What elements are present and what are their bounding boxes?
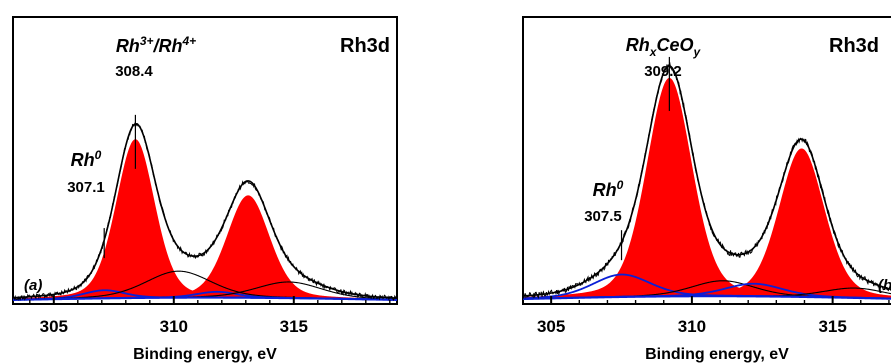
panel-a-ann-rh34-value: 308.4 — [115, 63, 153, 80]
panel-a-x-ticks: 305 310 315 — [29, 296, 391, 336]
panel-a-label: (a) — [24, 277, 42, 294]
panel-a: Rh3d (a) 305 310 315 Binding energy, eV Rh… — [12, 16, 398, 363]
panel-b-x-label: Binding energy, eV — [645, 346, 789, 363]
panel-b-label: (b — [878, 277, 891, 294]
x-tick-label: 310 — [160, 317, 188, 336]
experimental-spectrum — [12, 122, 398, 302]
panel-a-ann-rh34: Rh3+/Rh4+ — [116, 34, 196, 56]
background-line — [522, 295, 891, 301]
panel-a-title: Rh3d — [340, 35, 390, 57]
panel-b-ann-rh0: Rh0 — [593, 178, 624, 200]
filled-component-2 — [523, 148, 891, 299]
filled-component-1 — [523, 77, 891, 299]
panel-b: Rh3d (b 305 310 315 Binding energy, eV Rh0… — [522, 16, 891, 363]
x-tick-label: 315 — [818, 317, 846, 336]
filled-component-1 — [13, 139, 397, 300]
panel-b-ann-rhxceoy: RhxCeOy — [626, 35, 702, 59]
panel-b-plot-area — [522, 56, 891, 301]
panel-a-plot-area — [12, 114, 398, 302]
x-tick-label: 305 — [40, 317, 68, 336]
panel-a-ann-rh0: Rh0 — [71, 148, 102, 170]
x-tick-label: 315 — [280, 317, 308, 336]
x-tick-label: 310 — [678, 317, 706, 336]
panel-a-x-label: Binding energy, eV — [133, 346, 277, 363]
panel-a-ann-rh0-value: 307.1 — [67, 179, 105, 196]
panel-b-ann-rh0-value: 307.5 — [584, 208, 622, 225]
panel-b-title: Rh3d — [829, 35, 879, 57]
panel-b-x-ticks: 305 310 315 — [522, 296, 890, 336]
panel-a-frame — [12, 16, 398, 305]
background-line — [12, 296, 398, 301]
experimental-spectrum — [522, 61, 891, 300]
x-tick-label: 305 — [537, 317, 565, 336]
panel-b-ann-rhxceoy-value: 309.2 — [644, 63, 682, 80]
